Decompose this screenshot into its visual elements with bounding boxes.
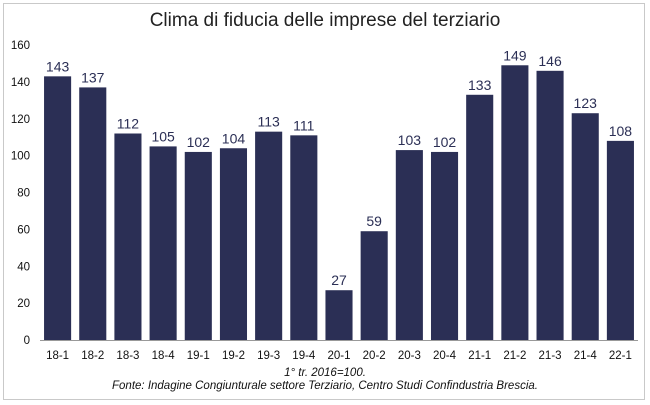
bar [501, 65, 529, 340]
data-labels: 143 137 112 105 102 104 113 111 27 59 103 102 133 149… [46, 47, 632, 288]
bar-value-label: 27 [331, 272, 347, 288]
bar [606, 140, 634, 340]
bar [79, 87, 107, 340]
bar [360, 231, 388, 340]
bar-value-label: 108 [609, 123, 633, 139]
x-tick-label: 21-3 [539, 350, 562, 362]
bar-value-label: 102 [433, 134, 457, 150]
bar [536, 70, 564, 340]
bar-value-label: 133 [468, 77, 492, 93]
x-tick-label: 20-2 [363, 350, 386, 362]
y-tick-label: 0 [24, 335, 30, 347]
x-tick-label: 19-4 [292, 350, 316, 362]
bar [184, 151, 212, 340]
x-tick-label: 19-1 [187, 350, 210, 362]
x-tick-label: 19-2 [222, 350, 245, 362]
chart-title: Clima di fiducia delle imprese del terzi… [149, 10, 501, 31]
footnote-source: Fonte: Indagine Congiunturale settore Te… [112, 380, 538, 392]
x-tick-label: 18-2 [81, 350, 104, 362]
x-tick-label: 21-2 [503, 350, 526, 362]
x-tick-label: 21-4 [574, 350, 598, 362]
y-tick-label: 140 [11, 77, 30, 89]
x-tick-label: 21-1 [468, 350, 491, 362]
x-tick-label: 19-3 [257, 350, 280, 362]
bar [290, 135, 318, 340]
x-tick-label: 18-1 [46, 350, 69, 362]
x-tick-label: 18-4 [152, 350, 176, 362]
bar [325, 290, 353, 340]
bar [571, 113, 599, 340]
y-axis-ticks: 0 20 40 60 80 100 120 140 160 [11, 40, 30, 347]
bar-value-label: 137 [81, 69, 105, 85]
bar [255, 131, 283, 340]
bar-value-label: 59 [366, 213, 382, 229]
y-tick-label: 60 [17, 224, 30, 236]
x-tick-label: 20-1 [327, 350, 350, 362]
bar-value-label: 143 [46, 58, 70, 74]
bar-value-label: 149 [503, 47, 527, 63]
y-tick-label: 100 [11, 151, 30, 163]
bar [219, 148, 248, 340]
y-tick-label: 80 [17, 188, 30, 200]
bar-value-label: 146 [538, 53, 562, 69]
footnote-base: 1° tr. 2016=100. [284, 367, 366, 379]
bar [44, 76, 72, 340]
y-tick-label: 120 [11, 114, 30, 126]
bar-value-label: 112 [117, 116, 140, 132]
bar [149, 146, 177, 340]
bar-value-label: 105 [151, 128, 175, 144]
bar [466, 94, 494, 340]
bar [395, 150, 423, 340]
category-labels: 18-1 18-2 18-3 18-4 19-1 19-2 19-3 19-4 20-1 20-2… [46, 350, 632, 362]
bar [430, 151, 459, 340]
bar-value-label: 102 [187, 134, 211, 150]
bars [44, 65, 634, 340]
bar-value-label: 111 [293, 117, 314, 133]
bar [114, 133, 142, 340]
bar-value-label: 113 [257, 114, 280, 130]
x-tick-label: 22-1 [609, 350, 632, 362]
bar-value-label: 104 [222, 130, 246, 146]
y-tick-label: 160 [11, 40, 30, 52]
x-tick-label: 18-3 [116, 350, 139, 362]
y-tick-label: 20 [17, 298, 30, 310]
bar-value-label: 123 [574, 95, 598, 111]
bar-value-label: 103 [398, 132, 422, 148]
x-tick-label: 20-3 [398, 350, 421, 362]
y-tick-label: 40 [17, 261, 30, 273]
x-tick-label: 20-4 [433, 350, 457, 362]
